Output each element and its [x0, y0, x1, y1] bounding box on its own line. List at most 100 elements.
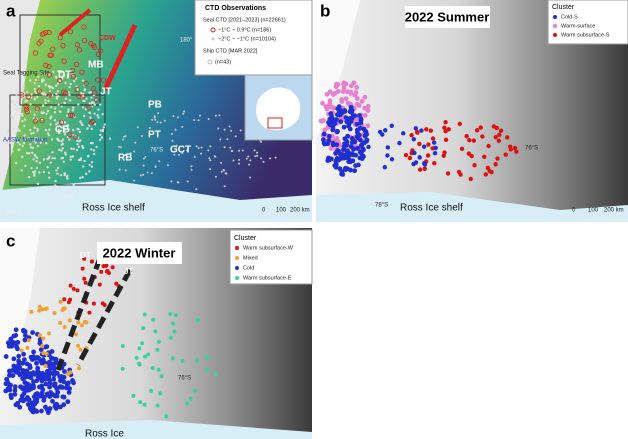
observation-dot	[158, 160, 161, 163]
observation-dot	[407, 155, 413, 161]
observation-dot	[83, 99, 86, 103]
observation-dot	[124, 135, 127, 138]
observation-dot	[29, 146, 33, 149]
observation-dot	[412, 150, 417, 156]
observation-dot	[322, 127, 328, 133]
observation-dot	[333, 158, 339, 164]
observation-dot	[70, 73, 77, 80]
observation-dot	[38, 161, 42, 165]
observation-dot	[223, 146, 226, 149]
observation-dot	[26, 338, 31, 343]
observation-dot	[67, 108, 70, 111]
observation-dot	[20, 327, 26, 333]
observation-dot	[90, 96, 93, 99]
observation-dot	[256, 151, 259, 154]
observation-dot	[327, 98, 333, 104]
observation-dot	[155, 403, 160, 408]
observation-dot	[71, 155, 75, 158]
observation-dot	[32, 139, 36, 143]
observation-dot	[64, 97, 68, 101]
observation-dot	[220, 170, 223, 173]
observation-dot	[46, 132, 50, 135]
observation-dot	[397, 140, 402, 146]
dashed-line	[75, 268, 133, 367]
observation-dot	[120, 366, 125, 371]
legend-entry: Cold-S	[561, 14, 578, 20]
legend	[547, 0, 628, 45]
observation-dot	[377, 129, 383, 135]
legend-marker	[235, 256, 239, 260]
observation-dot	[37, 304, 42, 309]
observation-dot	[81, 176, 84, 179]
observation-dot	[83, 280, 88, 285]
observation-dot	[229, 146, 232, 149]
observation-dot	[457, 121, 462, 127]
observation-dot	[26, 387, 32, 393]
annotation: DT	[80, 251, 91, 260]
observation-dot	[385, 153, 390, 158]
observation-dot	[198, 114, 201, 117]
observation-dot	[92, 152, 96, 156]
observation-dot	[56, 90, 60, 93]
observation-dot	[124, 153, 127, 156]
observation-dot	[134, 355, 139, 360]
observation-dot	[328, 111, 334, 116]
observation-dot	[80, 266, 85, 271]
observation-dot	[349, 108, 355, 113]
observation-dot	[497, 132, 502, 138]
observation-dot	[41, 104, 45, 107]
observation-dot	[193, 119, 196, 122]
observation-dot	[209, 168, 212, 171]
observation-dot	[36, 40, 42, 46]
observation-dot	[55, 92, 58, 96]
observation-dot	[208, 157, 211, 160]
observation-dot	[338, 119, 344, 125]
observation-dot	[78, 347, 83, 352]
observation-dot	[224, 172, 227, 175]
annotation: 76°S	[525, 146, 538, 152]
observation-dot	[46, 331, 51, 336]
observation-dot	[51, 372, 57, 378]
observation-dot	[181, 125, 184, 128]
observation-dot	[18, 397, 24, 403]
observation-dot	[140, 341, 145, 346]
observation-dot	[140, 135, 143, 138]
observation-dot	[83, 114, 86, 118]
observation-dot	[25, 371, 31, 376]
observation-dot	[96, 114, 99, 117]
legend-title: Cluster	[234, 235, 257, 242]
observation-dot	[39, 358, 45, 364]
annotation: CDW	[99, 35, 116, 42]
observation-dot	[172, 115, 175, 118]
observation-dot	[320, 100, 325, 106]
observation-dot	[480, 134, 485, 139]
observation-dot	[514, 149, 519, 154]
observation-dot	[186, 149, 189, 152]
observation-dot	[67, 318, 72, 323]
observation-dot	[44, 141, 48, 145]
observation-dot	[46, 92, 52, 98]
observation-dot	[43, 381, 49, 387]
observation-dot	[43, 363, 48, 368]
observation-dot	[88, 163, 91, 167]
observation-dot	[151, 118, 154, 121]
observation-dot	[468, 176, 474, 182]
observation-dot	[117, 145, 120, 148]
observation-dot	[209, 145, 212, 148]
observation-dot	[269, 157, 272, 160]
observation-dot	[40, 71, 43, 75]
observation-dot	[39, 118, 45, 124]
observation-dot	[223, 185, 226, 188]
observation-dot	[46, 165, 49, 169]
observation-dot	[50, 392, 56, 397]
legend-marker	[235, 266, 239, 270]
observation-dot	[260, 140, 263, 143]
observation-dot	[341, 124, 347, 130]
observation-dot	[48, 128, 51, 131]
observation-dot	[11, 116, 15, 119]
observation-dot	[29, 142, 32, 146]
observation-dot	[13, 103, 17, 106]
observation-dot	[87, 310, 92, 315]
observation-dot	[56, 166, 60, 170]
observation-dot	[330, 124, 336, 130]
